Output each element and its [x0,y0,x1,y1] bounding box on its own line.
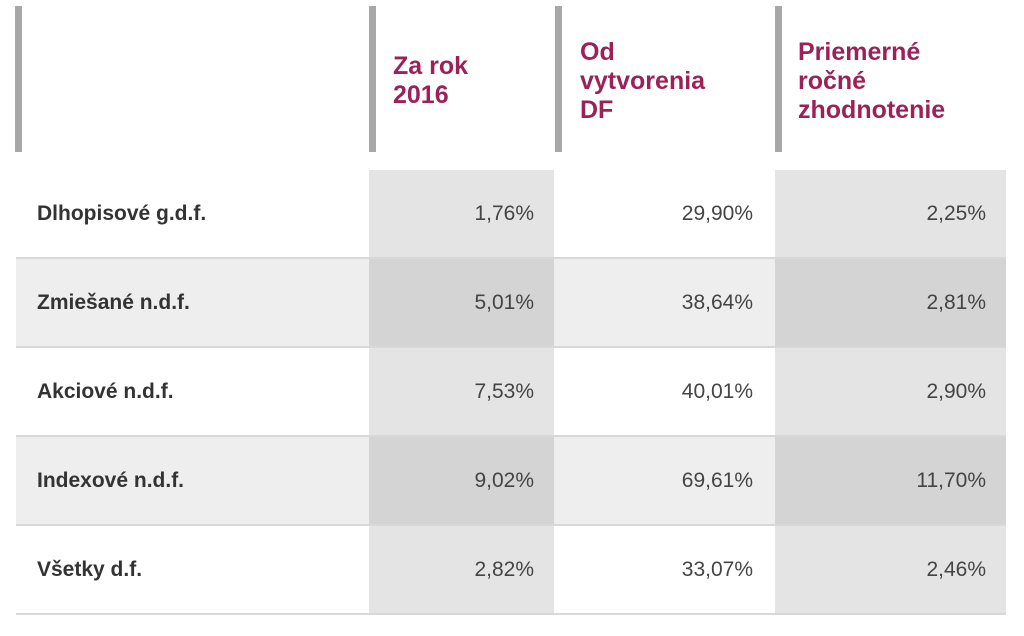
column-header-za-rok: Za rok 2016 [393,52,469,109]
value-za-rok: 9,02% [474,469,534,492]
table-row: Akciové n.d.f. 7,53% 40,01% 2,90% [16,348,1006,437]
header-bar [555,6,562,152]
value-priemerne-rocne: 2,46% [926,558,986,581]
row-divider [16,613,1006,615]
value-od-vytvorenia: 29,90% [681,202,753,225]
value-od-vytvorenia: 38,64% [681,291,753,314]
fund-name: Zmiešané n.d.f. [37,291,190,314]
column-header-priemerne-rocne: Priemerné ročné zhodnotenie [798,38,946,124]
fund-name: Akciové n.d.f. [37,380,174,403]
header-bar [775,6,782,152]
table-row: Všetky d.f. 2,82% 33,07% 2,46% [16,526,1006,615]
value-priemerne-rocne: 2,25% [926,202,986,225]
row-divider [16,435,1006,437]
value-za-rok: 5,01% [474,291,534,314]
value-od-vytvorenia: 40,01% [681,380,753,403]
header-bar [369,6,376,152]
table-row: Zmiešané n.d.f. 5,01% 38,64% 2,81% [16,259,1006,348]
value-od-vytvorenia: 33,07% [681,558,753,581]
value-od-vytvorenia: 69,61% [681,469,753,492]
fund-name: Indexové n.d.f. [37,469,185,492]
column-header-od-vytvorenia: Od vytvorenia DF [580,38,706,124]
value-priemerne-rocne: 2,90% [926,380,986,403]
fund-name: Všetky d.f. [37,558,143,581]
fund-name: Dlhopisové g.d.f. [37,202,207,225]
table-row: Indexové n.d.f. 9,02% 69,61% 11,70% [16,437,1006,526]
row-divider [16,346,1006,348]
value-za-rok: 1,76% [474,202,534,225]
value-za-rok: 2,82% [474,558,534,581]
value-priemerne-rocne: 11,70% [916,469,986,492]
row-divider [16,524,1006,526]
column-band-priemerne [775,170,1006,615]
value-za-rok: 7,53% [474,380,534,403]
value-priemerne-rocne: 2,81% [926,291,986,314]
row-divider [16,257,1006,259]
column-band-za-rok [369,170,554,615]
header-bar [15,6,22,152]
table-row: Dlhopisové g.d.f. 1,76% 29,90% 2,25% [16,170,1006,259]
